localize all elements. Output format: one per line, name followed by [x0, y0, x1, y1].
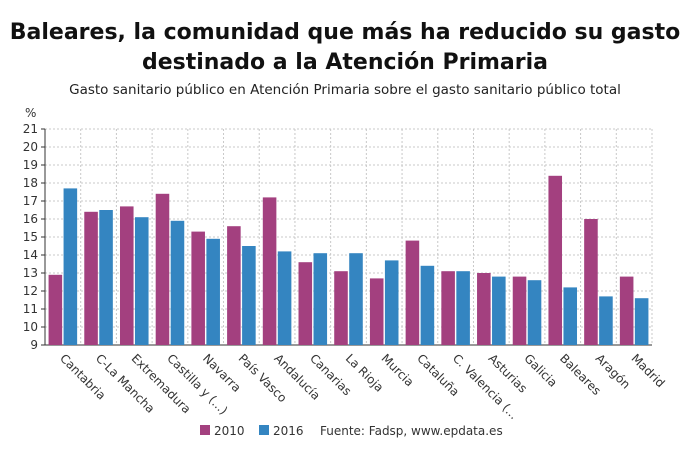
bar-2010	[584, 219, 598, 345]
bar-2010	[262, 197, 277, 345]
y-tick-label: 9	[30, 338, 38, 352]
y-tick-label: 17	[23, 194, 38, 208]
legend-label-2010: 2010	[214, 424, 245, 438]
bar-2016	[63, 188, 78, 345]
source-note: Fuente: Fadsp, www.epdata.es	[320, 424, 503, 438]
bar-2010	[119, 206, 134, 345]
bar-2016	[277, 251, 292, 345]
bar-2010	[477, 273, 491, 345]
bar-2010	[191, 231, 205, 345]
bar-2010	[512, 276, 527, 345]
y-tick-label: 15	[23, 230, 38, 244]
y-tick-label: 18	[23, 176, 38, 190]
bar-2016	[134, 217, 149, 345]
bar-2010	[155, 193, 170, 345]
y-tick-label: 13	[23, 266, 38, 280]
y-tick-label: 19	[23, 158, 38, 172]
bar-2010	[48, 274, 63, 345]
x-tick-label: Madrid	[628, 351, 667, 390]
bar-2016	[456, 271, 470, 345]
y-tick-label: 11	[23, 302, 38, 316]
legend-swatch-2016	[259, 425, 269, 435]
bar-2010	[298, 262, 313, 345]
y-tick-label: 12	[23, 284, 38, 298]
y-tick-label: 14	[23, 248, 38, 262]
bar-2016	[384, 260, 399, 345]
chart-title-line2: destinado a la Atención Primaria	[141, 50, 549, 75]
bar-2016	[206, 238, 220, 345]
bar-2010	[405, 240, 420, 345]
legend-label-2016: 2016	[273, 424, 304, 438]
bar-2016	[242, 246, 256, 345]
chart-subtitle: Gasto sanitario público en Atención Prim…	[69, 82, 621, 98]
y-tick-label: 20	[23, 140, 38, 154]
bar-2016	[634, 298, 649, 345]
bar-2010	[227, 226, 241, 345]
bar-2016	[170, 220, 185, 345]
bar-2010	[441, 271, 455, 345]
legend-swatch-2010	[200, 425, 210, 435]
bar-2010	[369, 278, 384, 345]
y-tick-label: 21	[23, 122, 38, 136]
bar-2016	[563, 287, 578, 345]
bar-2016	[527, 280, 542, 345]
y-tick-label: 16	[23, 212, 38, 226]
y-tick-label: 10	[23, 320, 38, 334]
bar-2010	[548, 175, 563, 345]
chart-title-line1: Baleares, la comunidad que más ha reduci…	[9, 20, 681, 45]
bar-2016	[492, 276, 506, 345]
bar-2016	[420, 265, 435, 345]
bar-2010	[334, 271, 348, 345]
bar-2016	[349, 253, 363, 345]
y-axis-label: %	[25, 106, 36, 120]
bar-2016	[99, 210, 113, 345]
bar-2010	[619, 276, 634, 345]
bar-2016	[599, 296, 613, 345]
bar-2010	[84, 211, 98, 345]
bar-2016	[313, 253, 328, 345]
